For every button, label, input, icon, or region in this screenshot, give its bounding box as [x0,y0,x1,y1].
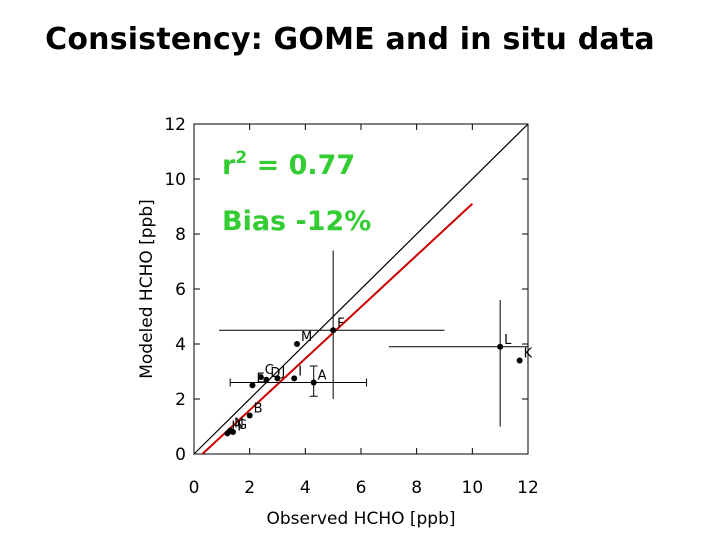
data-point-I: I [291,364,302,382]
point-label: C [265,363,274,378]
data-point-N: N [227,417,244,434]
point-label: K [524,347,533,362]
point-label: F [337,316,344,331]
point-label: M [301,330,312,345]
y-tick-label: 2 [175,390,186,410]
point-marker [274,375,281,382]
reference-lines [193,123,529,455]
r-squared-annotation: r2 = 0.77 [222,148,355,181]
point-label: B [254,402,263,417]
x-tick-label: 8 [411,478,422,498]
point-label: G [237,418,247,433]
axis-ticks: 0 2 4 6 8 10 12 0 2 4 6 8 10 12 [164,115,538,498]
point-marker [246,412,253,419]
point-label: A [318,369,327,384]
data-point-A: A [229,365,368,397]
y-tick-label: 6 [175,280,186,300]
point-label: I [298,364,302,379]
data-point-J: J [274,364,286,382]
point-marker [330,327,337,334]
x-tick-label: 0 [189,478,200,498]
bias-annotation: Bias -12% [222,206,371,237]
point-marker [257,374,264,380]
x-tick-label: 12 [517,478,539,498]
y-tick-label: 12 [164,115,186,135]
x-tick-label: 6 [356,478,367,498]
y-axis-label: Modeled HCHO [ppb] [137,199,157,379]
y-tick-label: 0 [175,445,186,465]
point-label: D [270,366,280,381]
point-label: J [281,364,286,379]
point-marker [293,341,300,347]
y-tick-label: 8 [175,225,186,245]
data-point-F: F [219,250,445,399]
slide-title: Consistency: GOME and in situ data [45,22,655,57]
regression-fit-line [201,203,474,455]
point-marker [310,379,317,386]
y-tick-label: 10 [164,170,186,190]
data-point-E: E [249,371,265,389]
data-point-L: L [388,300,528,427]
point-label: L [504,333,512,348]
point-label: N [234,417,244,432]
x-tick-label: 2 [244,478,255,498]
data-point-D: D [263,366,280,383]
point-marker [516,357,523,364]
one-to-one-line [193,123,529,455]
point-label: H [231,419,241,434]
x-axis-label: Observed HCHO [ppb] [266,509,455,529]
y-tick-label: 4 [175,335,186,355]
data-point-C: C [257,363,274,380]
x-tick-label: 4 [300,478,311,498]
point-marker [227,427,234,434]
point-marker [291,375,298,382]
data-point-B: B [246,402,263,419]
point-marker [249,382,256,389]
point-label: E [256,371,264,386]
point-marker [497,343,504,350]
data-point-K: K [516,347,533,364]
x-tick-label: 10 [462,478,484,498]
point-marker [263,376,270,383]
data-point-M: M [293,330,312,347]
